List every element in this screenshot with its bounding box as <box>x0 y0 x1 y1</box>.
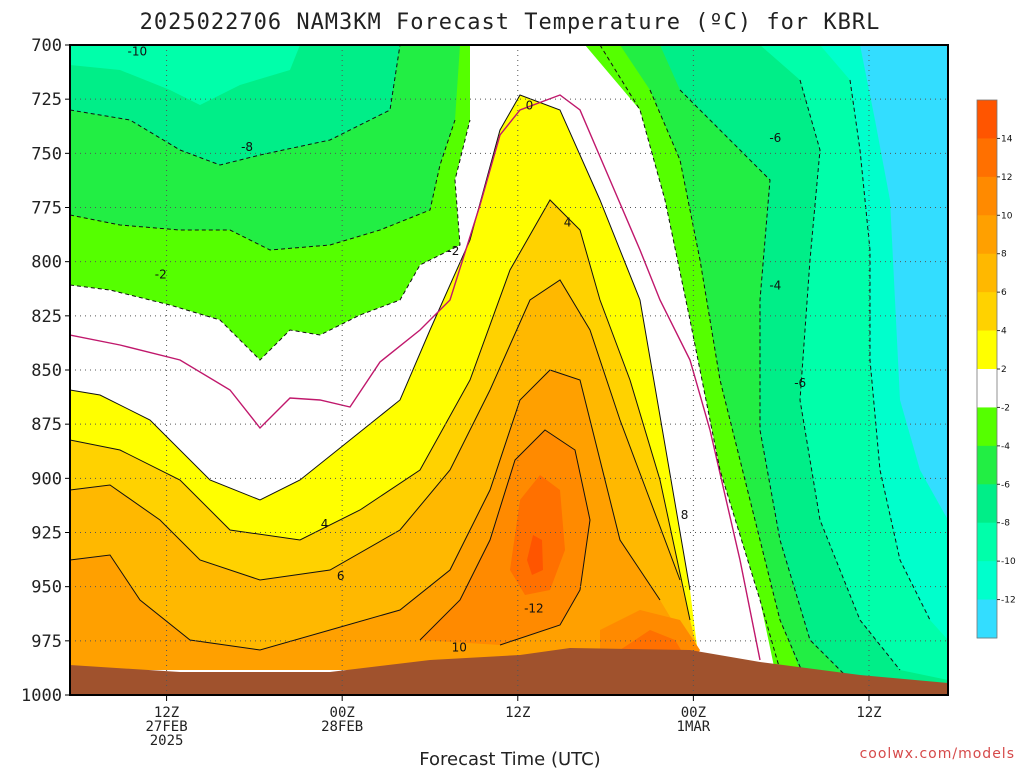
colorbar-label: -2 <box>1001 403 1010 413</box>
y-tick-label: 950 <box>31 578 62 598</box>
warm-region-14-16 <box>527 535 543 575</box>
freezing-band <box>70 45 780 670</box>
x-tick-label: 00Z <box>330 705 355 721</box>
x-tick-label: 12Z <box>505 705 530 721</box>
colorbar-label: -4 <box>1001 442 1010 452</box>
colorbar-label: 2 <box>1001 365 1007 375</box>
credit-text: coolwx.com/models <box>860 746 1015 762</box>
colorbar-label: 4 <box>1001 327 1007 337</box>
contour-label: 8 <box>681 508 689 522</box>
colorbar-label: 8 <box>1001 250 1007 260</box>
y-tick-label: 900 <box>31 469 62 489</box>
chart-title: 2025022706 NAM3KM Forecast Temperature (… <box>140 10 881 35</box>
cold-region-right-6 <box>860 45 948 520</box>
x-tick-label: 00Z <box>681 705 706 721</box>
contour-label: -2 <box>155 268 167 282</box>
colorbar-bin <box>977 292 997 332</box>
y-tick-label: 875 <box>31 415 62 435</box>
plot-area <box>70 45 948 695</box>
colorbar-bin <box>977 100 997 139</box>
contour-label: -4 <box>769 279 781 293</box>
contour-label: -2 <box>447 244 459 258</box>
y-tick-label: 1000 <box>21 686 62 706</box>
colorbar-label: -8 <box>1001 519 1010 529</box>
x-axis-label: Forecast Time (UTC) <box>419 749 600 768</box>
colorbar-bin <box>977 253 997 293</box>
dashed-contours <box>70 45 931 691</box>
colorbar-label: -10 <box>1001 557 1016 567</box>
contour-label: 4 <box>564 216 572 230</box>
colorbar-label: 12 <box>1001 173 1012 183</box>
colorbar-label: -12 <box>1001 596 1016 606</box>
contour-label: -8 <box>241 140 253 154</box>
contour-label: -6 <box>794 376 806 390</box>
y-tick-label: 775 <box>31 199 62 219</box>
y-tick-label: 700 <box>31 36 62 56</box>
y-tick-label: 825 <box>31 307 62 327</box>
colorbar-bin <box>977 215 997 255</box>
cold-region-upper-left-deep <box>70 45 300 105</box>
contour-label: 0 <box>526 99 534 113</box>
x-tick-label: 12Z <box>856 705 881 721</box>
y-tick-label: 850 <box>31 361 62 381</box>
colorbar-bin <box>977 138 997 178</box>
colorbar-label: 14 <box>1001 134 1013 144</box>
terrain <box>70 648 948 695</box>
x-tick-label: 2025 <box>150 733 184 749</box>
freezing-contour <box>70 94 761 661</box>
contour-label: 4 <box>321 517 329 531</box>
colorbar-bin <box>977 369 997 408</box>
colorbar-bin <box>977 484 997 524</box>
colorbar-bin <box>977 522 997 562</box>
x-tick-label: 1MAR <box>677 719 711 735</box>
colorbar-bin <box>977 407 997 447</box>
contour-label: -10 <box>128 45 148 59</box>
y-tick-label: 800 <box>31 253 62 273</box>
colorbar-label: 6 <box>1001 288 1007 298</box>
y-tick-label: 975 <box>31 632 62 652</box>
x-tick-label: 12Z <box>154 705 179 721</box>
contour-label: 6 <box>337 569 345 583</box>
contour-label: -6 <box>769 131 781 145</box>
colorbar-bin <box>977 561 997 601</box>
grid <box>70 45 948 695</box>
colorbar-bin <box>977 330 997 370</box>
y-axis: 700 725 750 775 800 825 850 875 900 925 950 975 1000 <box>21 36 70 706</box>
colorbar-bin <box>977 176 997 216</box>
colorbar-bin <box>977 445 997 485</box>
contour-labels: -10 -8 -2 -2 0 4 4 6 -6 -4 -6 8 -12 10 <box>128 45 807 655</box>
warm-region-12-14 <box>510 475 565 595</box>
contour-label: -12 <box>524 601 544 615</box>
colorbar: 14 12 10 8 6 4 2 -2 -4 -6 -8 -10 -12 <box>976 99 1016 639</box>
y-tick-label: 750 <box>31 144 62 164</box>
y-tick-label: 725 <box>31 90 62 110</box>
contour-lines <box>70 94 691 651</box>
x-tick-label: 27FEB <box>146 719 188 735</box>
colorbar-label: -6 <box>1001 480 1010 490</box>
x-tick-label: 28FEB <box>321 719 363 735</box>
colorbar-bin <box>977 599 997 639</box>
colorbar-label: 10 <box>1001 211 1013 221</box>
contour-label: 10 <box>452 640 467 654</box>
y-tick-label: 925 <box>31 524 62 544</box>
